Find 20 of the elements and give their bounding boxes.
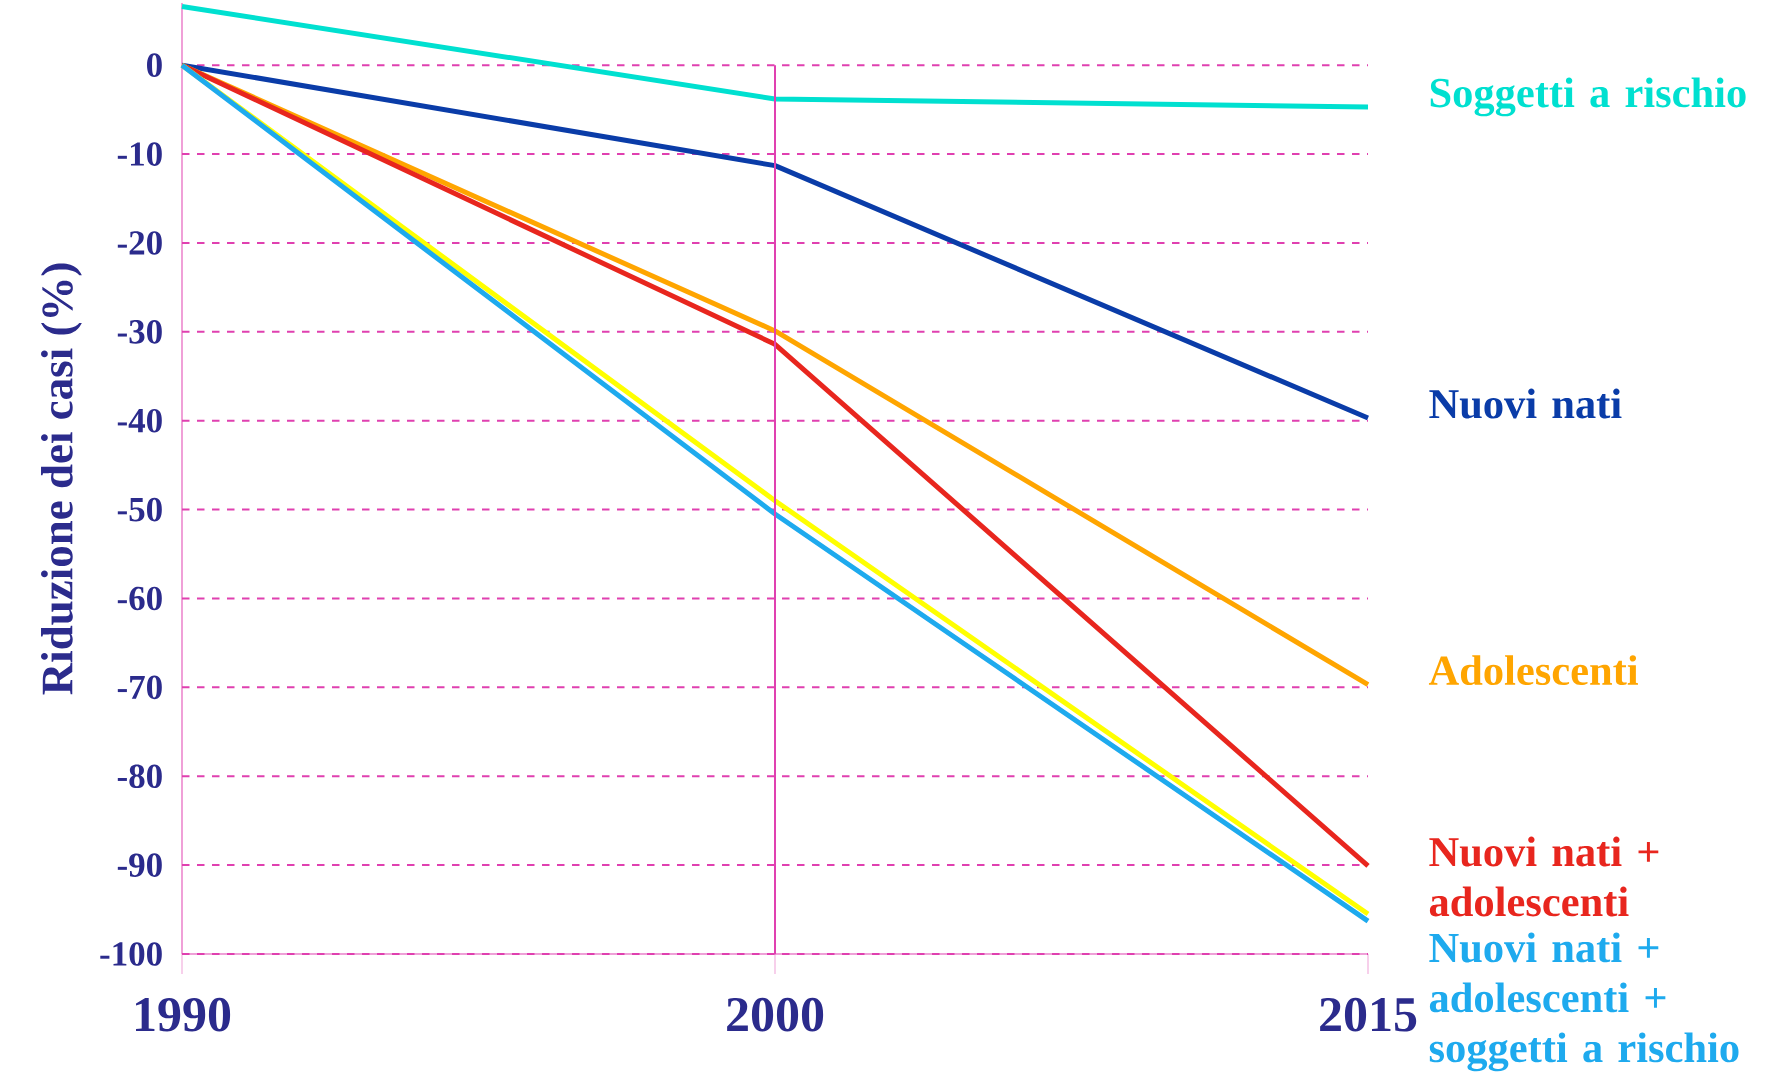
series-label: Soggetti a rischio [1430,77,1746,117]
y-tick-label: -60 [117,586,162,611]
y-tick-label: -10 [117,142,162,166]
y-tick-label: -70 [117,675,162,700]
x-tick-label: 2015 [1320,997,1417,1032]
y-axis-title: Riduzione dei casi (%) [41,263,82,695]
series-label: Nuovi nati [1429,388,1622,419]
x-tick-label: 2000 [727,997,824,1032]
y-tick-label: -20 [117,231,162,255]
y-tick-label: -80 [117,764,162,789]
series-label: Nuovi nati + adolescenti [1429,836,1659,917]
y-tick-label: -40 [117,408,162,433]
y-tick-label: -30 [117,320,162,344]
y-tick-label: 0 [147,53,162,78]
y-tick-label: -100 [100,942,162,966]
y-tick-label: -90 [117,853,162,877]
y-tick-label: -50 [117,497,162,522]
series-label: Nuovi nati + adolescenti + soggetti a rischio [1429,932,1739,1072]
series-label: Adolescenti [1428,655,1638,686]
x-tick-label: 1990 [136,997,231,1032]
